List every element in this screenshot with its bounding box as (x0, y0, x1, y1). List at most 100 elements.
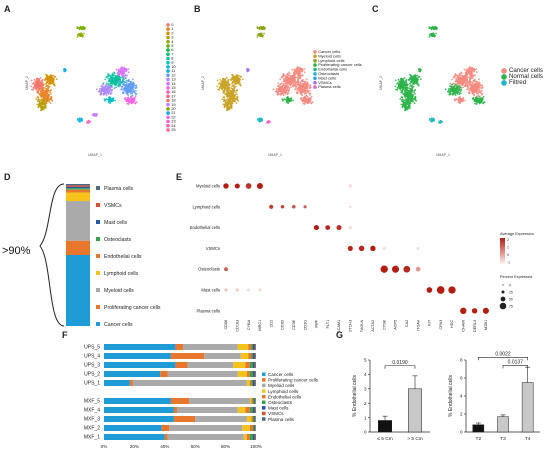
umap-point (479, 89, 481, 92)
umap-point (417, 76, 420, 79)
umap-point (410, 75, 412, 78)
legend-label: Osteoclasts (104, 237, 132, 243)
umap-point (235, 81, 237, 83)
legend-label: 16 (171, 89, 176, 94)
umap-point (105, 98, 107, 101)
dotplot-body: Myeloid cells Lymphoid cells Endothelial c… (190, 182, 534, 332)
umap-point (281, 98, 284, 101)
umap-point (226, 108, 229, 111)
umap-point (285, 81, 288, 83)
panel-label-g: G (336, 330, 344, 340)
umap-point (481, 97, 484, 100)
umap-point (419, 69, 421, 72)
umap-point (400, 103, 403, 106)
bar-segment (254, 434, 256, 440)
umap-point (309, 92, 312, 95)
dotplot-dot (348, 226, 352, 230)
umap-point (216, 79, 219, 82)
umap-point (292, 72, 295, 74)
umap-point (473, 80, 476, 82)
umap-point (282, 74, 285, 77)
umap-point (222, 83, 225, 86)
stack-segment (66, 189, 90, 193)
umap-point (49, 91, 51, 94)
umap-point (451, 78, 454, 81)
umap-point (280, 76, 283, 78)
umap-point (128, 100, 131, 103)
umap-point (106, 91, 108, 94)
umap-point (292, 84, 295, 87)
panel-label-e: E (176, 172, 183, 182)
umap-point (405, 91, 408, 94)
umap-point (462, 100, 464, 103)
bar-segment (104, 353, 171, 359)
stage-bars: 0 2 4 6 8 % Endothelial cells T2 T3 T4 0.0022 0.01… (448, 351, 540, 442)
umap-point (455, 88, 458, 90)
umap-point (261, 28, 263, 31)
legend-swatch (166, 69, 170, 73)
umap-point (476, 100, 479, 103)
umap-point (225, 81, 228, 84)
umap-point (406, 108, 409, 111)
legend-label: Plasma cells (104, 186, 134, 192)
legend-swatch (96, 322, 100, 326)
umap-point (405, 78, 408, 81)
umap-point (106, 88, 109, 90)
legend-swatch (166, 81, 170, 86)
umap-point (222, 89, 225, 92)
bar-category-label: UPS_1 (84, 381, 100, 387)
umap-point (471, 72, 474, 75)
umap-point (466, 73, 469, 76)
x-tick-label: 40% (160, 444, 169, 449)
umap-point (406, 99, 409, 102)
umap-point (127, 90, 129, 93)
umap-point (285, 91, 287, 93)
umap-point (287, 100, 290, 103)
umap-point (302, 69, 304, 71)
legend-label: 23 (171, 119, 176, 124)
umap-point (239, 82, 241, 84)
umap-b-ylabel: UMAP_2 (201, 76, 205, 90)
umap-point (283, 91, 285, 94)
umap-point (464, 72, 467, 74)
legend-label: Myeloid cells (268, 383, 295, 388)
percent-legend-dot (500, 296, 506, 302)
x-tick-label: 20% (130, 444, 139, 449)
dotplot-col-label: CA2 (405, 320, 409, 327)
umap-point (232, 84, 234, 87)
umap-point (452, 88, 455, 90)
umap-point (222, 80, 224, 82)
umap-point (463, 76, 465, 79)
umap-point (122, 87, 125, 90)
bar-segment (255, 434, 256, 440)
umap-point (109, 102, 111, 105)
umap-point (106, 86, 109, 89)
umap-point (461, 76, 464, 78)
umap-point (117, 81, 119, 84)
legend-label: 17 (171, 93, 176, 98)
umap-point (228, 99, 231, 102)
bar-segment (252, 380, 255, 386)
umap-point (415, 99, 418, 102)
y-tick-label: 4 (460, 394, 463, 399)
umap-point (234, 85, 237, 88)
umap-point (466, 81, 468, 83)
umap-point (290, 86, 292, 89)
bar-segment (170, 398, 190, 404)
dotplot-col-label: CD2 (269, 320, 273, 328)
umap-point (459, 85, 461, 87)
bar-segment (246, 380, 250, 386)
umap-point (310, 96, 313, 98)
umap-point (408, 87, 411, 90)
umap-point (41, 103, 44, 106)
umap-point (451, 92, 453, 95)
bar-segment (254, 362, 256, 368)
umap-point (131, 87, 134, 90)
umap-point (134, 96, 137, 98)
umap-point (234, 95, 236, 98)
umap-point (49, 81, 51, 83)
umap-point (223, 91, 226, 94)
umap-point (474, 102, 476, 105)
legend-label: Filtred (509, 79, 527, 86)
umap-point (450, 89, 452, 92)
